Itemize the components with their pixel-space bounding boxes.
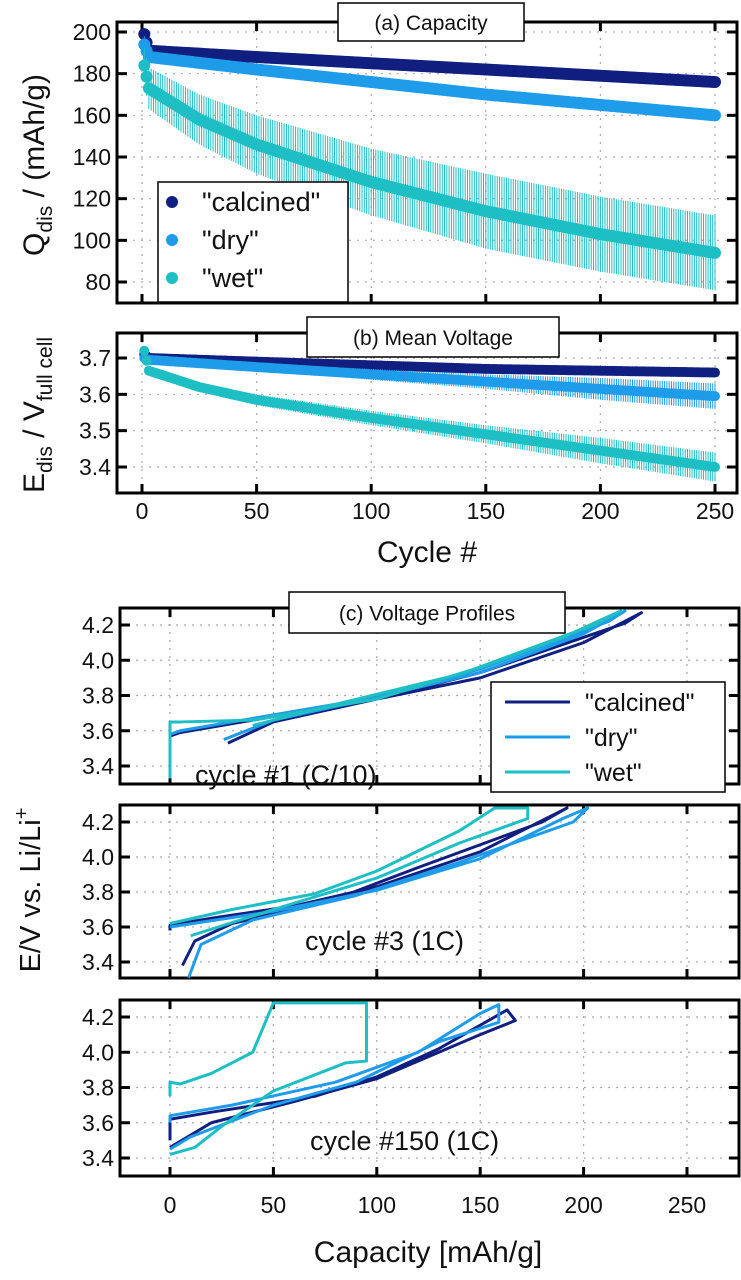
profile-line-dry <box>168 609 627 779</box>
plot-frame <box>118 998 741 1178</box>
data-point <box>138 59 151 72</box>
legend-label: "dry" <box>202 225 259 255</box>
panel-title: (b) Mean Voltage <box>353 327 513 350</box>
title-box <box>337 2 525 42</box>
title-box <box>288 591 566 634</box>
y-tick-label: 120 <box>73 186 111 212</box>
y-tick-label: 3.4 <box>82 949 114 975</box>
y-tick-label: 3.8 <box>82 1075 114 1101</box>
y-tick-label: 3.4 <box>79 454 111 480</box>
data-point <box>710 367 720 378</box>
data-point <box>141 355 152 366</box>
y-tick-label: 80 <box>85 269 111 295</box>
x-tick-label: 100 <box>358 1192 396 1218</box>
data-point <box>709 246 721 259</box>
y-tick-label: 4.2 <box>82 1004 114 1030</box>
y-tick-label: 3.4 <box>82 753 114 779</box>
x-tick-label: 50 <box>244 498 270 524</box>
y-tick-label: 140 <box>73 144 111 170</box>
series-wet <box>139 345 720 482</box>
title-box <box>306 316 560 358</box>
data-point <box>139 345 150 356</box>
series-dry <box>138 36 721 122</box>
y-tick-label: 3.6 <box>82 1110 114 1136</box>
x-tick-label: 250 <box>668 1192 706 1218</box>
profile-line-calcined <box>168 1008 517 1149</box>
y-tick-label: 4.0 <box>82 844 114 870</box>
x-tick-label: 150 <box>467 498 505 524</box>
x-tick-label: 200 <box>564 1192 602 1218</box>
data-point <box>709 109 721 122</box>
legend-marker <box>166 234 178 246</box>
series-dry <box>139 353 720 409</box>
x-tick-label: 0 <box>164 1192 177 1218</box>
profile-line-wet <box>169 806 530 938</box>
x-tick-label: 250 <box>696 498 734 524</box>
axes: 3.4 3.6 3.8 4.0 4.2 <box>82 803 741 980</box>
y-axis-label: E/V vs. Li/Li+ <box>11 808 47 973</box>
x-axis-label: Capacity [mAh/g] <box>314 1236 542 1269</box>
legend <box>157 181 349 303</box>
y-tick-label: 4.2 <box>82 612 114 638</box>
y-axis-label: Edis / Vfull cell <box>18 337 57 493</box>
x-axis-label: Cycle # <box>377 536 477 569</box>
cycle-annotation: cycle #150 (1C) <box>310 1126 499 1156</box>
legend-marker <box>166 272 178 284</box>
series-wet <box>138 48 721 291</box>
profile-line-wet <box>168 1001 368 1156</box>
legend-label: "wet" <box>585 759 642 787</box>
panel-title: (a) Capacity <box>374 12 488 35</box>
profile-line-dry <box>168 1003 501 1151</box>
cycle-annotation: cycle #1 (C/10) <box>195 760 377 790</box>
y-tick-label: 180 <box>73 61 111 87</box>
y-tick-label: 160 <box>73 102 111 128</box>
y-tick-label: 4.0 <box>82 647 114 673</box>
x-tick-label: 50 <box>261 1192 287 1218</box>
y-tick-label: 3.6 <box>82 718 114 744</box>
y-tick-label: 3.8 <box>82 683 114 709</box>
y-tick-label: 4.0 <box>82 1039 114 1065</box>
x-tick-label: 200 <box>581 498 619 524</box>
y-tick-label: 3.4 <box>82 1145 114 1171</box>
x-tick-label: 0 <box>136 498 149 524</box>
data-point <box>709 76 721 88</box>
series-calcined <box>139 349 720 378</box>
legend-label: "calcined" <box>202 187 320 217</box>
data-point <box>710 391 720 402</box>
series-calcined <box>138 28 721 88</box>
profile-line-wet <box>168 609 623 779</box>
cycle-annotation: cycle #3 (1C) <box>305 926 464 956</box>
y-axis-label: Qdis / (mAh/g) <box>18 74 57 256</box>
data-point <box>140 70 153 83</box>
y-tick-label: 4.2 <box>82 809 114 835</box>
legend-label: "wet" <box>202 263 263 293</box>
y-tick-label: 3.8 <box>82 879 114 905</box>
x-tick-label: 150 <box>461 1192 499 1218</box>
y-tick-label: 3.5 <box>79 418 111 444</box>
y-tick-label: 3.6 <box>82 914 114 940</box>
legend-marker <box>166 196 178 208</box>
legend-label: "dry" <box>585 724 637 752</box>
plot-frame <box>118 803 741 980</box>
legend-label: "calcined" <box>585 689 694 717</box>
y-tick-label: 100 <box>73 227 111 253</box>
y-tick-label: 3.7 <box>79 345 111 371</box>
axes: 0 50 100 150 200 250 3.4 3.6 3.8 4.0 4.2 <box>82 998 741 1218</box>
axes: 80 100 120 140 160 180 200 <box>73 19 739 305</box>
y-tick-label: 3.6 <box>79 381 111 407</box>
profile-line-dry <box>169 806 590 979</box>
x-tick-label: 100 <box>352 498 390 524</box>
y-tick-label: 200 <box>73 19 111 45</box>
data-point <box>710 462 720 472</box>
panel-title: (c) Voltage Profiles <box>339 603 515 626</box>
